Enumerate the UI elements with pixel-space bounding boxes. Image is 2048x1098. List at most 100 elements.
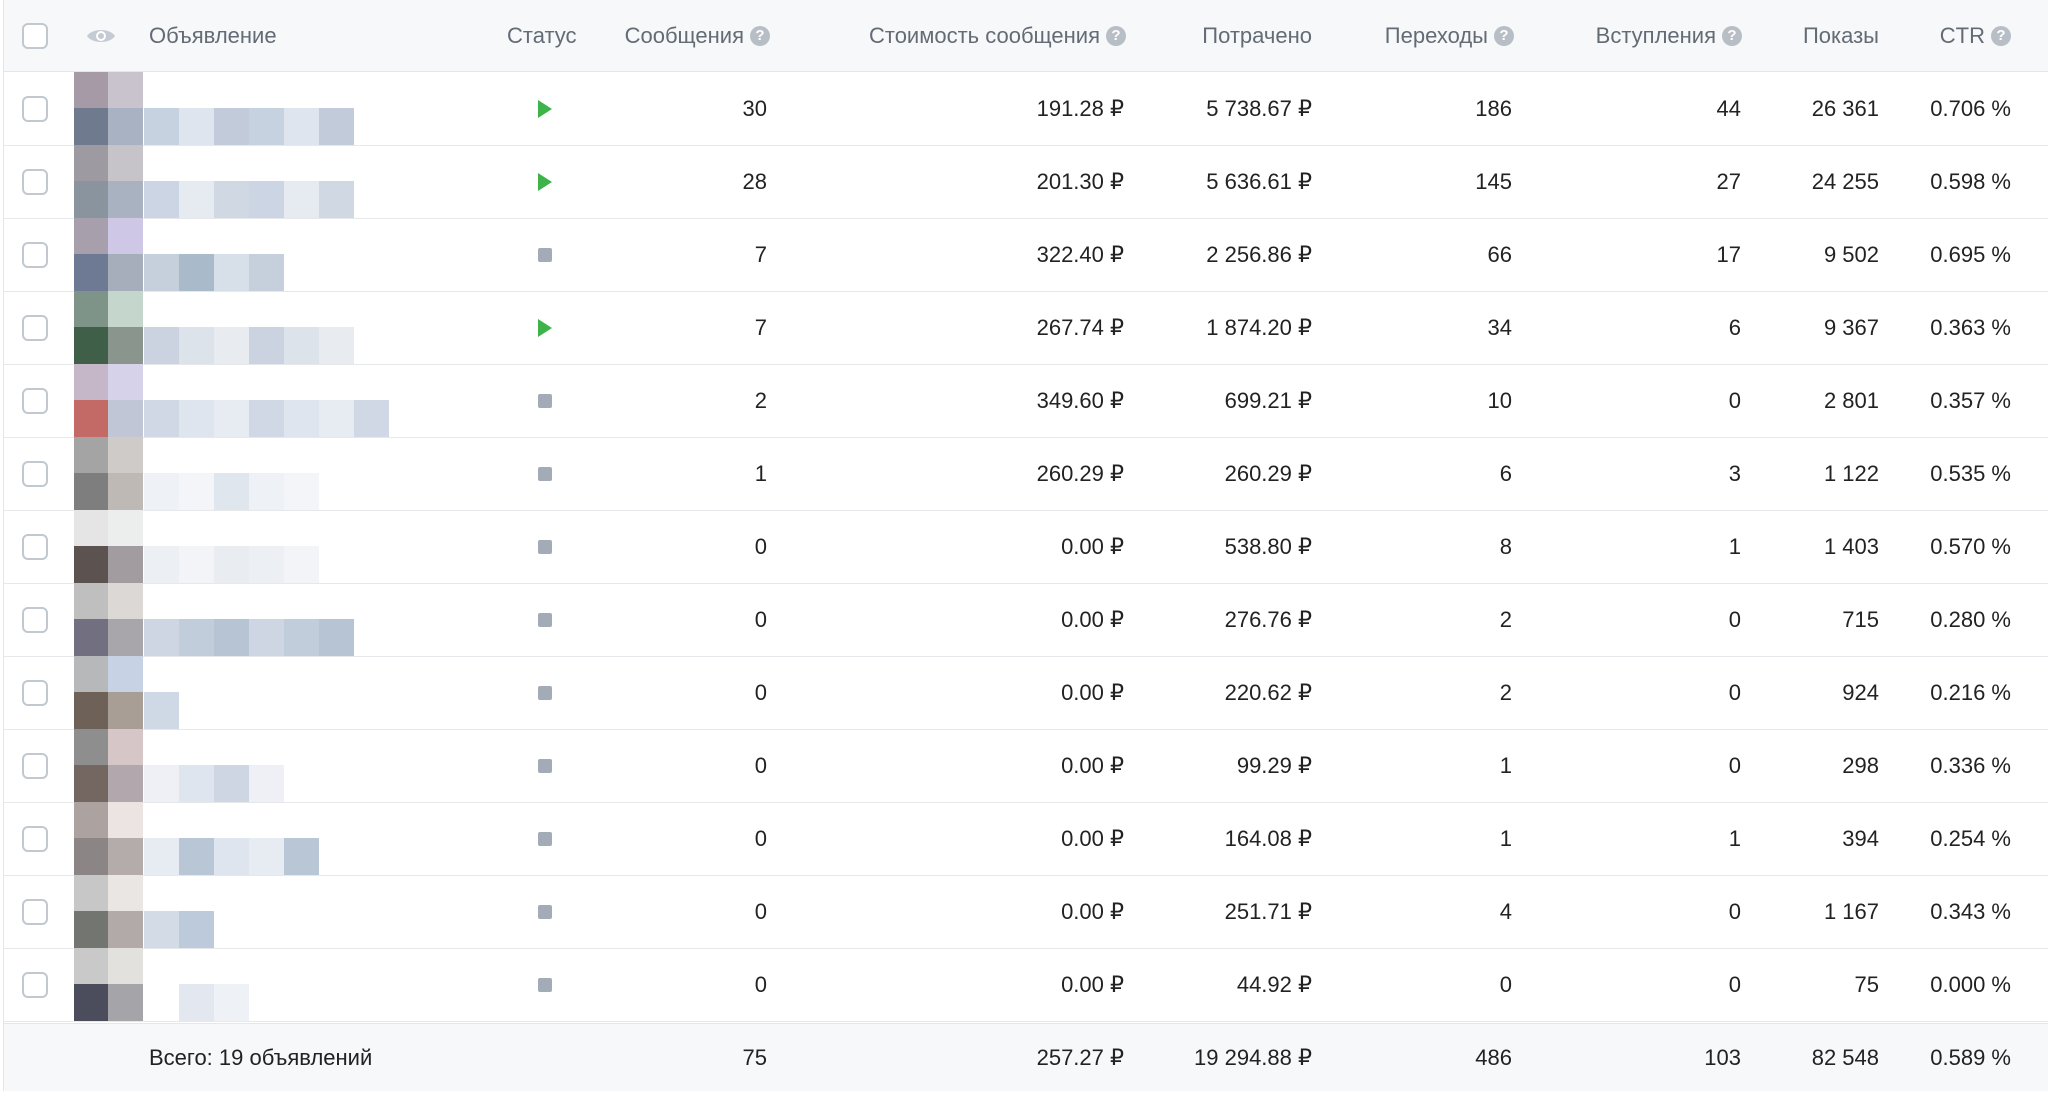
ad-preview[interactable] (74, 583, 514, 656)
thumbnail-pixel (74, 875, 108, 911)
col-ctr[interactable]: CTR ? (1884, 0, 2011, 71)
cell-message-cost: 260.29 ₽ (1036, 460, 1124, 486)
thumbnail-pixel (284, 400, 319, 437)
row-checkbox[interactable] (22, 168, 48, 195)
status-cell (538, 437, 578, 510)
help-icon[interactable]: ? (1106, 25, 1126, 46)
thumbnail-pixel (214, 473, 249, 510)
row-checkbox[interactable] (22, 825, 48, 852)
cell-messages: 0 (754, 679, 767, 705)
visibility-toggle[interactable] (86, 0, 122, 71)
help-icon[interactable]: ? (1991, 25, 2011, 46)
row-checkbox[interactable] (22, 460, 48, 487)
table-row[interactable]: 0 0.00 ₽ 44.92 ₽ 0 0 75 0.000 % (4, 948, 2048, 1022)
stop-icon[interactable] (538, 247, 552, 262)
stop-icon[interactable] (538, 758, 552, 773)
col-ad[interactable]: Объявление (149, 0, 449, 71)
thumbnail-pixel (74, 181, 108, 218)
thumbnail-pixel (108, 72, 143, 108)
row-checkbox[interactable] (22, 314, 48, 341)
thumbnail-pixel (284, 838, 319, 875)
table-row[interactable]: 0 0.00 ₽ 164.08 ₽ 1 1 394 0.254 % (4, 802, 2048, 876)
row-checkbox[interactable] (22, 679, 48, 706)
thumbnail-pixel (249, 181, 284, 218)
stop-icon[interactable] (538, 466, 552, 481)
table-row[interactable]: 2 349.60 ₽ 699.21 ₽ 10 0 2 801 0.357 % (4, 364, 2048, 438)
stop-icon[interactable] (538, 977, 552, 992)
table-row[interactable]: 0 0.00 ₽ 99.29 ₽ 1 0 298 0.336 % (4, 729, 2048, 803)
help-icon[interactable]: ? (1494, 25, 1514, 46)
ad-preview[interactable] (74, 510, 514, 583)
ad-preview[interactable] (74, 364, 514, 437)
ad-preview[interactable] (74, 948, 514, 1021)
row-checkbox[interactable] (22, 95, 48, 122)
ad-thumbnail-blurred (74, 510, 514, 583)
thumbnail-pixel (214, 984, 249, 1021)
stop-icon[interactable] (538, 539, 552, 554)
ad-preview[interactable] (74, 875, 514, 948)
cell-impressions: 1 167 (1823, 898, 1879, 924)
col-clicks[interactable]: Переходы ? (1314, 0, 1514, 71)
row-checkbox[interactable] (22, 752, 48, 779)
table-row[interactable]: 0 0.00 ₽ 538.80 ₽ 8 1 1 403 0.570 % (4, 510, 2048, 584)
select-all-checkbox[interactable] (22, 22, 48, 49)
ad-preview[interactable] (74, 218, 514, 291)
ad-thumbnail-blurred (74, 437, 514, 510)
ad-thumbnail-blurred (74, 145, 514, 218)
play-icon[interactable] (538, 318, 552, 337)
table-row[interactable]: 0 0.00 ₽ 251.71 ₽ 4 0 1 167 0.343 % (4, 875, 2048, 949)
thumbnail-pixel (179, 692, 214, 729)
help-icon[interactable]: ? (1722, 25, 1742, 46)
col-spent[interactable]: Потрачено (1124, 0, 1312, 71)
thumbnail-pixel (144, 911, 179, 948)
ad-preview[interactable] (74, 729, 514, 802)
cell-joins: 0 (1728, 606, 1741, 632)
table-row[interactable]: 7 267.74 ₽ 1 874.20 ₽ 34 6 9 367 0.363 % (4, 291, 2048, 365)
table-row[interactable]: 1 260.29 ₽ 260.29 ₽ 6 3 1 122 0.535 % (4, 437, 2048, 511)
row-checkbox[interactable] (22, 606, 48, 633)
ad-preview[interactable] (74, 802, 514, 875)
row-checkbox[interactable] (22, 971, 48, 998)
help-icon[interactable]: ? (750, 25, 770, 46)
col-ctr-label: CTR (1939, 22, 1985, 48)
row-checkbox[interactable] (22, 898, 48, 925)
play-icon[interactable] (538, 172, 552, 191)
col-message-cost[interactable]: Стоимость сообщения ? (794, 0, 1126, 71)
row-checkbox[interactable] (22, 387, 48, 414)
ad-preview[interactable] (74, 656, 514, 729)
col-status[interactable]: Статус (507, 0, 607, 71)
stop-icon[interactable] (538, 685, 552, 700)
row-select-cell (22, 145, 52, 218)
stop-icon[interactable] (538, 831, 552, 846)
table-row[interactable]: 0 0.00 ₽ 220.62 ₽ 2 0 924 0.216 % (4, 656, 2048, 730)
thumbnail-pixel (74, 583, 108, 619)
thumbnail-pixel (74, 364, 108, 400)
row-checkbox[interactable] (22, 533, 48, 560)
thumbnail-pixel (179, 911, 214, 948)
thumbnail-pixel (284, 181, 319, 218)
col-impressions[interactable]: Показы (1744, 0, 1879, 71)
ad-preview[interactable] (74, 72, 514, 145)
table-row[interactable]: 7 322.40 ₽ 2 256.86 ₽ 66 17 9 502 0.695 % (4, 218, 2048, 292)
table-row[interactable]: 28 201.30 ₽ 5 636.61 ₽ 145 27 24 255 0.598 % (4, 145, 2048, 219)
thumbnail-pixel (319, 108, 354, 145)
ad-preview[interactable] (74, 291, 514, 364)
cell-messages: 1 (754, 460, 767, 486)
ad-preview[interactable] (74, 437, 514, 510)
col-joins[interactable]: Вступления ? (1524, 0, 1742, 71)
thumbnail-pixel (108, 218, 143, 254)
cell-impressions: 9 502 (1823, 241, 1879, 267)
ad-preview[interactable] (74, 145, 514, 218)
total-messages: 75 (742, 1044, 767, 1070)
thumbnail-pixel (214, 181, 249, 218)
row-checkbox[interactable] (22, 241, 48, 268)
col-messages[interactable]: Сообщения ? (604, 0, 770, 71)
ad-thumbnail-blurred (74, 291, 514, 364)
stop-icon[interactable] (538, 612, 552, 627)
stop-icon[interactable] (538, 904, 552, 919)
table-row[interactable]: 30 191.28 ₽ 5 738.67 ₽ 186 44 26 361 0.706 % (4, 72, 2048, 146)
stop-icon[interactable] (538, 393, 552, 408)
play-icon[interactable] (538, 99, 552, 118)
table-row[interactable]: 0 0.00 ₽ 276.76 ₽ 2 0 715 0.280 % (4, 583, 2048, 657)
